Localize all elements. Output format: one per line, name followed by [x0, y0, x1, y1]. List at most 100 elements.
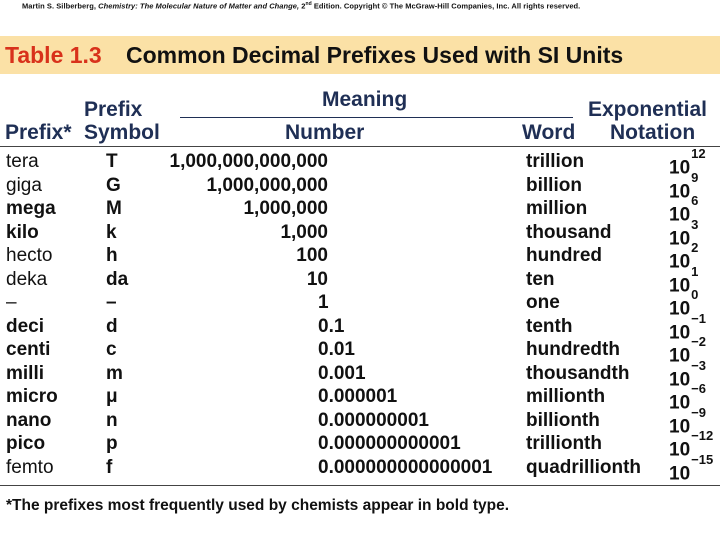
table-row: centi c 0.01 hundredth 10−2: [0, 334, 720, 366]
cell-symbol: d: [106, 315, 118, 337]
cell-word: ten: [526, 268, 555, 290]
cell-exponential: 10−6: [669, 381, 706, 414]
cell-prefix: –: [6, 292, 17, 313]
cell-word: thousand: [526, 221, 612, 243]
cell-number: 0.000000000000001: [318, 456, 493, 478]
header-prefix-symbol-top: Prefix: [84, 98, 143, 121]
cell-number: 1,000,000: [243, 198, 328, 219]
cell-exponential: 103: [669, 217, 698, 249]
footer-rule: [0, 485, 720, 486]
exp-base: 10: [669, 321, 691, 343]
exp-power: 2: [691, 240, 699, 255]
cell-prefix: femto: [6, 456, 54, 478]
exp-base: 10: [669, 180, 691, 202]
cell-symbol: M: [106, 198, 122, 219]
exp-power: 6: [691, 193, 699, 208]
exp-base: 10: [669, 227, 691, 249]
cell-symbol: c: [106, 339, 117, 360]
table-row: deci d 0.1 tenth 10−1: [0, 311, 720, 343]
cell-prefix: pico: [6, 433, 46, 454]
cell-symbol: h: [106, 245, 118, 266]
cell-word: billionth: [526, 409, 600, 431]
cell-prefix: mega: [6, 198, 56, 219]
exp-power: −2: [691, 334, 706, 349]
cell-number: 0.001: [318, 362, 366, 384]
cell-symbol: f: [106, 456, 113, 478]
cell-symbol: p: [106, 433, 118, 454]
title-band: [0, 36, 720, 74]
cell-prefix: kilo: [6, 221, 39, 243]
cell-word: trillion: [526, 151, 585, 172]
exp-base: 10: [669, 204, 691, 226]
cell-symbol: n: [106, 409, 118, 431]
cell-exponential: 100: [669, 287, 698, 319]
cell-symbol: –: [106, 292, 117, 313]
cell-word: trillionth: [526, 433, 602, 454]
cell-word: hundredth: [526, 339, 620, 360]
table-row: giga G 1,000,000,000 billion 109: [0, 170, 720, 202]
exp-base: 10: [669, 251, 691, 273]
cell-number: 0.01: [318, 339, 355, 360]
table-row: micro μ 0.000001 millionth 10−6: [0, 381, 720, 413]
cell-prefix: milli: [6, 362, 45, 384]
table-number: Table 1.3: [5, 42, 102, 68]
table-row: kilo k 1,000 thousand 103: [0, 217, 720, 249]
cell-symbol: da: [106, 268, 129, 290]
cell-word: hundred: [526, 245, 602, 266]
cell-symbol: m: [106, 362, 123, 384]
table-row: femto f 0.000000000000001 quadrillionth 10−1…: [0, 452, 720, 484]
cell-prefix: micro: [6, 386, 58, 407]
cell-word: one: [526, 292, 560, 313]
cell-prefix: centi: [6, 339, 51, 360]
exp-power: −3: [691, 357, 706, 373]
cell-prefix: tera: [6, 151, 39, 172]
footnote: *The prefixes most frequently used by ch…: [6, 497, 510, 514]
cell-symbol: T: [106, 151, 118, 172]
cell-number: 1,000,000,000: [206, 174, 328, 196]
copyright-edition: 2: [301, 1, 306, 11]
header-number: Number: [285, 121, 365, 144]
cell-number: 1,000,000,000,000: [169, 151, 329, 172]
cell-word: thousandth: [526, 362, 630, 384]
header-meaning: Meaning: [322, 88, 408, 111]
copyright-rest: Edition. Copyright © The McGraw-Hill Com…: [313, 1, 581, 11]
cell-number: 100: [296, 245, 328, 266]
table-row: pico p 0.000000000001 trillionth 10−12: [0, 428, 720, 460]
exp-power: −1: [691, 310, 706, 326]
exp-power: 12: [691, 146, 706, 161]
exp-base: 10: [669, 462, 691, 484]
cell-number: 1: [318, 292, 329, 313]
header-word: Word: [522, 121, 576, 144]
cell-number: 1,000: [280, 221, 328, 243]
exp-power: −12: [691, 428, 714, 443]
cell-exponential: 109: [669, 170, 698, 202]
copyright-author: Martin S. Silberberg,: [22, 1, 96, 11]
table-row: nano n 0.000000001 billionth 10−9: [0, 405, 720, 437]
cell-exponential: 10−2: [669, 334, 706, 367]
header-symbol: Symbol: [84, 121, 160, 144]
copyright-book: Chemistry: The Molecular Nature of Matte…: [98, 1, 300, 11]
table-row: milli m 0.001 thousandth 10−3: [0, 358, 720, 390]
cell-exponential: 1012: [669, 146, 706, 178]
cell-number: 0.000000001: [318, 409, 429, 431]
exp-power: 0: [691, 287, 699, 302]
cell-prefix: nano: [6, 409, 52, 431]
cell-prefix: deka: [6, 268, 48, 290]
header-exponential-top: Exponential: [588, 98, 708, 121]
header-notation: Notation: [610, 121, 696, 144]
exp-power: −15: [691, 451, 714, 467]
exp-base: 10: [669, 274, 691, 296]
header-prefix: Prefix*: [5, 121, 72, 144]
exp-base: 10: [669, 392, 691, 414]
exp-base: 10: [669, 345, 691, 367]
table-row: deka da 10 ten 101: [0, 264, 720, 296]
cell-number: 0.000001: [318, 386, 398, 407]
table-row: – – 1 one 100: [0, 287, 720, 319]
cell-exponential: 106: [669, 193, 698, 226]
cell-exponential: 10−1: [669, 311, 706, 343]
exp-base: 10: [669, 368, 691, 390]
cell-prefix: deci: [6, 315, 45, 337]
cell-symbol: k: [106, 221, 117, 243]
cell-exponential: 102: [669, 240, 698, 273]
cell-symbol: μ: [106, 386, 118, 407]
